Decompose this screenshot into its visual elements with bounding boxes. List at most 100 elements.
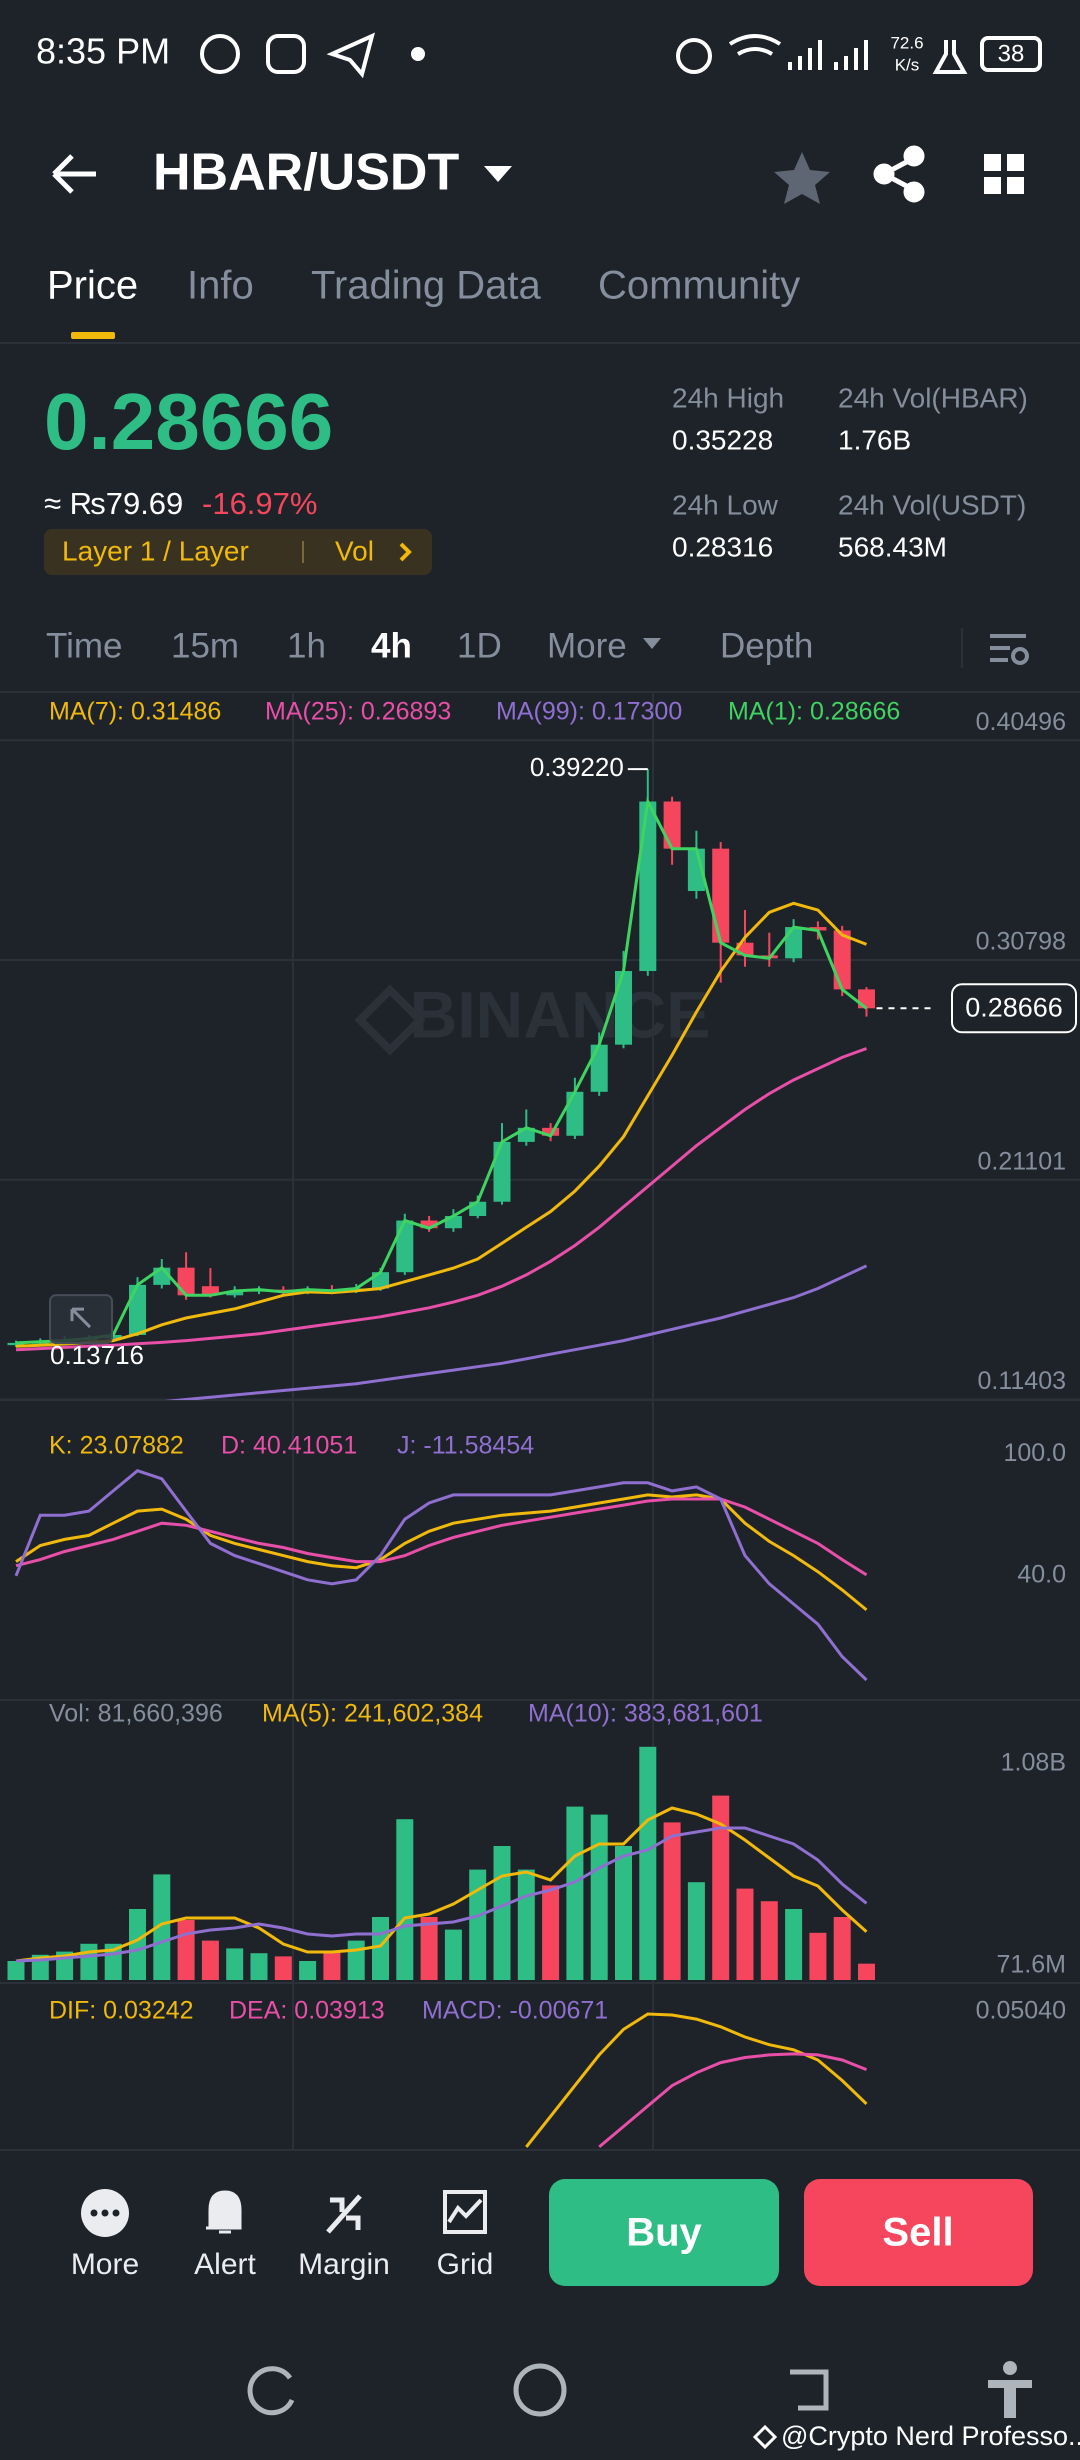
sector-tag[interactable] — [44, 529, 432, 575]
series-line — [15, 796, 868, 1345]
interval[interactable]: Time — [46, 626, 122, 665]
last-price-label: 0.28666 — [965, 992, 1063, 1022]
watermark-text: @Crypto Nerd Professo... — [781, 2421, 1080, 2451]
legend-entry: J: -11.58454 — [397, 1432, 534, 1460]
interval[interactable]: 4h — [371, 626, 412, 665]
tab[interactable]: Trading Data — [311, 264, 542, 308]
interval[interactable]: 1D — [457, 626, 502, 665]
volume-bar — [833, 1917, 851, 1980]
wifi-icon — [728, 34, 782, 56]
layout-square — [984, 177, 1001, 194]
legend-entry: K: 23.07882 — [49, 1432, 184, 1460]
series-line — [15, 901, 868, 1348]
action-label[interactable]: More — [71, 2248, 139, 2281]
tab[interactable]: Price — [47, 264, 138, 308]
pair-title[interactable]: HBAR/USDT — [153, 144, 459, 202]
high-label: 0.39220 — [530, 752, 624, 782]
candle-body — [833, 930, 851, 990]
series-line — [15, 1047, 868, 1352]
tag-chevron — [399, 542, 412, 562]
more-dot — [90, 2209, 98, 2217]
action-label[interactable]: Margin — [298, 2248, 390, 2281]
back-button[interactable] — [52, 154, 96, 194]
legend-entry: DIF: 0.03242 — [49, 1997, 194, 2025]
volume-bar — [663, 1822, 681, 1980]
candle-body — [785, 927, 803, 959]
volume-bar — [687, 1882, 705, 1980]
volume-bar — [736, 1888, 754, 1980]
legend-entry: DEA: 0.03913 — [229, 1997, 385, 2025]
chart-panel — [7, 1746, 875, 1980]
y-tick-label: 71.6M — [997, 1950, 1066, 1978]
share-button[interactable] — [873, 145, 925, 203]
y-tick-label: 0.11403 — [977, 1367, 1066, 1395]
low-label: 0.13716 — [50, 1340, 144, 1370]
candle-body — [663, 801, 681, 849]
volume-bar — [299, 1961, 317, 1980]
interval[interactable]: More — [547, 626, 627, 665]
more-dot — [101, 2209, 109, 2217]
alert-icon[interactable] — [206, 2190, 242, 2234]
status-speed: 72.6 — [890, 33, 923, 52]
tab[interactable]: Community — [598, 264, 800, 308]
legend-entry: MACD: -0.00671 — [422, 1997, 608, 2025]
candle-body — [615, 971, 632, 1045]
volume-bar — [809, 1932, 827, 1980]
battery-level: 38 — [998, 40, 1025, 67]
layout-button[interactable] — [984, 154, 1024, 194]
layout-square — [984, 154, 1001, 171]
sell-label[interactable]: Sell — [882, 2211, 953, 2255]
buy-label[interactable]: Buy — [626, 2211, 702, 2255]
nav-home[interactable] — [513, 2363, 567, 2417]
series-line — [525, 2012, 868, 2148]
grid-icon[interactable] — [443, 2190, 487, 2234]
action-label[interactable]: Alert — [194, 2248, 256, 2281]
interval[interactable]: Depth — [720, 626, 813, 665]
pair-dropdown[interactable] — [484, 166, 512, 182]
last-price: 0.28666 — [44, 377, 333, 466]
interval[interactable]: 15m — [171, 626, 239, 665]
volume-bar — [250, 1953, 268, 1980]
layout-square — [1007, 177, 1024, 194]
nav-recent[interactable] — [247, 2366, 295, 2416]
y-tick-label: 0.30798 — [976, 928, 1066, 956]
y-tick-label: 0.05040 — [976, 1997, 1066, 2025]
legend-entry: MA(1): 0.28666 — [728, 698, 900, 726]
stat-value: 568.43M — [838, 531, 947, 562]
legend-entry: MA(10): 383,681,601 — [528, 1700, 763, 1728]
stat-label: 24h Vol(HBAR) — [838, 382, 1028, 413]
volume-bar — [201, 1940, 219, 1980]
status-time: 8:35 PM — [36, 31, 170, 72]
sell-button[interactable] — [804, 2179, 1033, 2286]
more-dot — [112, 2209, 120, 2217]
volume-bar — [129, 1909, 146, 1980]
interval[interactable]: 1h — [287, 626, 326, 665]
volume-bar — [542, 1885, 560, 1980]
buy-button[interactable] — [549, 2179, 779, 2286]
volume-bar — [712, 1795, 730, 1980]
action-more[interactable] — [81, 2189, 129, 2237]
last-price-box — [951, 983, 1077, 1034]
favorite-button[interactable] — [774, 152, 830, 204]
tab[interactable]: Info — [187, 264, 254, 308]
sector-tag-label: Layer 1 / Layer — [62, 535, 249, 566]
candle-body — [420, 1220, 438, 1229]
battery-icon — [980, 36, 1042, 72]
accessibility-icon[interactable] — [988, 2361, 1032, 2418]
margin-icon[interactable] — [326, 2194, 362, 2234]
candle-body — [104, 1334, 122, 1339]
nav-bar — [247, 2363, 829, 2417]
volume-bar — [615, 1846, 632, 1980]
candle-body — [7, 1342, 25, 1346]
stat-label: 24h Vol(USDT) — [838, 489, 1026, 520]
action-label[interactable]: Grid — [437, 2248, 494, 2281]
y-tick-label: 0.40496 — [976, 708, 1066, 736]
legend-entry: MA(5): 241,602,384 — [262, 1700, 483, 1728]
chart-settings[interactable] — [990, 634, 1029, 665]
more-dropdown — [643, 638, 661, 649]
volume-bar — [444, 1929, 462, 1980]
nav-back[interactable] — [790, 2369, 829, 2411]
status-speed-unit: K/s — [895, 55, 920, 74]
